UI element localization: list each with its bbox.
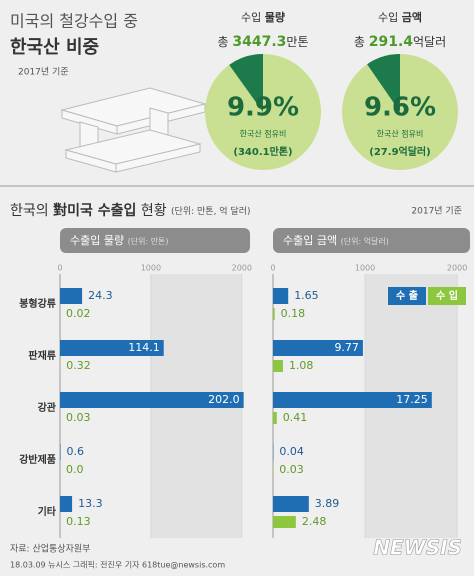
pie-value-label: 9.6% xyxy=(364,93,436,123)
category-label: 강반제품 xyxy=(19,453,56,466)
section-unit: (단위: 만톤, 억 달러) xyxy=(171,205,250,217)
section-title-part: 현황 xyxy=(141,203,167,219)
pie-title-part: 수입 xyxy=(378,11,398,24)
pie-title: 수입 물량 xyxy=(241,11,285,24)
bar xyxy=(273,308,275,320)
panel-unit: (단위: 만톤) xyxy=(128,236,169,246)
panel-unit: (단위: 억달러) xyxy=(341,236,389,246)
value-label: 0.13 xyxy=(66,515,91,528)
panel-title-text: 수출입 물량 xyxy=(70,234,124,247)
source: 자료: 산업통상자원부 xyxy=(10,544,90,555)
bar xyxy=(60,444,61,460)
pie-total-part: 억달러 xyxy=(413,35,446,49)
value-label: 1.65 xyxy=(294,289,319,302)
bar xyxy=(273,360,283,372)
x-tick-label: 2000 xyxy=(447,264,467,273)
credit: 18.03.09 뉴시스 그래픽: 전진우 기자 618tue@newsis.c… xyxy=(10,560,225,570)
x-tick-label: 0 xyxy=(57,264,62,273)
bar xyxy=(273,496,309,512)
pie-note: (340.1만톤) xyxy=(233,145,292,158)
panel-title: 수출입 물량 (단위: 만톤) xyxy=(70,234,169,247)
value-label: 2.48 xyxy=(302,515,327,528)
title-line: 미국의 철강수입 중 xyxy=(10,12,138,31)
section-title: 한국의 對미국 수출입 현황 (단위: 만톤, 억 달러) xyxy=(10,202,251,219)
pie-slice xyxy=(229,54,263,112)
panel-title: 수출입 금액 (단위: 억달러) xyxy=(283,234,389,247)
bar xyxy=(273,412,277,424)
value-label: 0.18 xyxy=(281,307,306,320)
bar xyxy=(60,288,83,304)
x-tick-label: 1000 xyxy=(141,264,161,273)
category-label: 기타 xyxy=(38,505,57,518)
pie-total-part: 총 xyxy=(354,35,365,49)
bar xyxy=(60,392,244,408)
value-label: 17.25 xyxy=(396,393,428,406)
pie-total: 총 291.4억달러 xyxy=(354,34,446,50)
legend-label: 수 입 xyxy=(436,289,458,302)
value-label: 3.89 xyxy=(315,497,340,510)
legend-swatch xyxy=(388,287,426,305)
panel-header xyxy=(60,228,250,253)
value-label: 0.04 xyxy=(279,445,304,458)
legend-label: 수 출 xyxy=(396,289,418,302)
value-label: 13.3 xyxy=(78,497,103,510)
pie-total: 총 3447.3만톤 xyxy=(218,34,309,50)
pie-title-part: 물량 xyxy=(265,11,285,24)
bar xyxy=(273,392,432,408)
value-label: 0.41 xyxy=(283,411,308,424)
pie-total-part: 3447.3 xyxy=(232,34,286,50)
pie-total-part: 총 xyxy=(218,35,229,49)
section-title-part: 對미국 수출입 xyxy=(53,202,136,219)
value-label: 24.3 xyxy=(88,289,113,302)
bar xyxy=(273,340,363,356)
pie-total-part: 만톤 xyxy=(286,35,308,49)
pie-total-part: 291.4 xyxy=(369,34,414,50)
pie-title-part: 수입 xyxy=(241,11,261,24)
value-label: 0.32 xyxy=(66,359,91,372)
value-label: 0.03 xyxy=(279,463,304,476)
category-label: 판재류 xyxy=(28,349,56,362)
steel-illustration xyxy=(60,87,207,173)
panel-title-text: 수출입 금액 xyxy=(283,234,337,247)
bar xyxy=(273,288,289,304)
category-label: 강관 xyxy=(38,401,57,414)
logo: NEWSIS xyxy=(373,536,462,560)
x-tick-label: 1000 xyxy=(355,264,375,273)
value-label: 202.0 xyxy=(208,393,240,406)
pie-title-part: 금액 xyxy=(402,11,422,24)
x-tick-label: 0 xyxy=(270,264,275,273)
value-label: 9.77 xyxy=(334,341,359,354)
pie-note: (27.9억달러) xyxy=(369,145,430,158)
bar xyxy=(60,496,73,512)
value-label: 114.1 xyxy=(128,341,160,354)
value-label: 0.6 xyxy=(67,445,85,458)
title-line: 한국산 비중 xyxy=(10,37,99,58)
section-title-part: 한국의 xyxy=(10,203,49,219)
panel-header xyxy=(273,228,470,253)
bar xyxy=(273,516,296,528)
pie-caption: 한국산 점유비 xyxy=(240,129,287,139)
date: 2017년 기준 xyxy=(18,67,69,78)
value-label: 0.02 xyxy=(66,307,91,320)
category-label: 봉형강류 xyxy=(19,297,56,310)
pie-caption: 한국산 점유비 xyxy=(377,129,424,139)
pie-title: 수입 금액 xyxy=(378,11,422,24)
section-date: 2017년 기준 xyxy=(411,206,462,217)
value-label: 1.08 xyxy=(289,359,314,372)
x-tick-label: 2000 xyxy=(232,264,252,273)
value-label: 0.0 xyxy=(66,463,84,476)
pie-value-label: 9.9% xyxy=(227,93,299,123)
bar xyxy=(60,340,164,356)
value-label: 0.03 xyxy=(66,411,91,424)
pie-slice xyxy=(367,54,400,112)
legend-swatch xyxy=(428,287,466,305)
